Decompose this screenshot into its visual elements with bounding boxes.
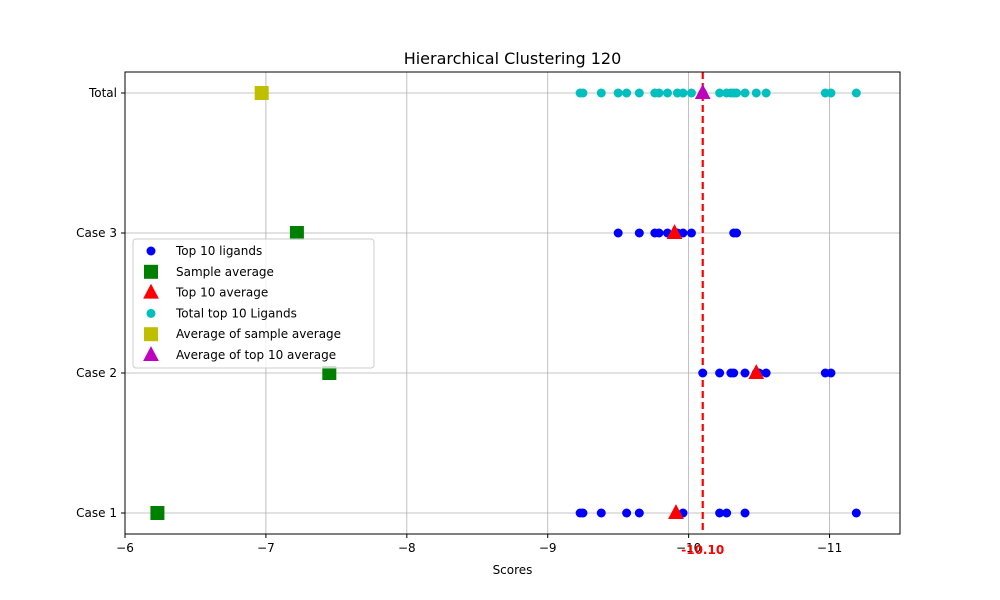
average-square-marker bbox=[322, 366, 337, 380]
data-point bbox=[596, 88, 606, 98]
x-tick-label: −8 bbox=[398, 541, 416, 555]
series-average-of-top-10-average bbox=[694, 84, 711, 99]
series-average-of-sample-average bbox=[254, 86, 269, 100]
legend-label: Average of sample average bbox=[176, 327, 341, 341]
data-point bbox=[634, 228, 644, 238]
data-point bbox=[740, 508, 750, 518]
data-point bbox=[761, 88, 771, 98]
x-tick-label: −6 bbox=[116, 541, 134, 555]
legend-marker bbox=[146, 308, 156, 318]
legend: Top 10 ligands Sample average Top 10 avera… bbox=[132, 238, 375, 369]
data-point bbox=[732, 88, 742, 98]
legend-box bbox=[132, 238, 375, 369]
data-point bbox=[740, 88, 750, 98]
plot-area-frame bbox=[124, 71, 901, 535]
data-point bbox=[715, 88, 725, 98]
reference-line-label: -10.10 bbox=[681, 543, 724, 557]
x-tick-label: −11 bbox=[817, 541, 842, 555]
legend-marker bbox=[144, 264, 158, 279]
data-point bbox=[729, 368, 739, 378]
legend-label: Total top 10 Ligands bbox=[175, 306, 297, 320]
x-tick-label: −7 bbox=[257, 541, 275, 555]
data-point bbox=[622, 508, 632, 518]
data-point bbox=[722, 508, 732, 518]
legend-marker bbox=[146, 246, 156, 256]
data-point bbox=[740, 368, 750, 378]
data-point bbox=[686, 88, 696, 98]
legend-marker bbox=[143, 346, 159, 361]
series-top-10-average bbox=[666, 224, 765, 519]
average-square-marker bbox=[150, 506, 165, 520]
axes: −6 −7 −8 −9 −10 −11 Case 1 Case 2 Case 3 Total -10… bbox=[76, 86, 842, 557]
average-triangle-marker bbox=[668, 504, 684, 519]
data-point bbox=[826, 88, 836, 98]
series-total-top-10-ligands bbox=[575, 88, 861, 98]
data-point bbox=[654, 228, 664, 238]
data-point bbox=[851, 508, 861, 518]
y-tick-label: Total bbox=[88, 86, 117, 100]
average-triangle-marker bbox=[694, 84, 711, 99]
legend-label: Sample average bbox=[176, 265, 274, 279]
data-point bbox=[678, 228, 688, 238]
data-point bbox=[578, 88, 588, 98]
data-point bbox=[613, 88, 623, 98]
average-triangle-marker bbox=[748, 364, 765, 379]
data-point bbox=[751, 88, 761, 98]
data-point bbox=[578, 508, 588, 518]
data-point bbox=[698, 368, 708, 378]
data-point bbox=[663, 88, 672, 98]
y-tick-label: Case 1 bbox=[76, 506, 117, 520]
legend-marker bbox=[143, 283, 159, 299]
data-point bbox=[715, 368, 725, 378]
legend-label: Top 10 ligands bbox=[175, 244, 262, 258]
y-tick-label: Case 3 bbox=[76, 226, 117, 240]
data-marks bbox=[150, 84, 861, 520]
data-point bbox=[634, 508, 644, 518]
series-top-10-ligands bbox=[575, 228, 861, 518]
series-sample-average bbox=[150, 226, 337, 520]
x-axis-label: Scores bbox=[493, 563, 533, 577]
average-square-marker bbox=[254, 86, 269, 100]
data-point bbox=[654, 88, 664, 98]
x-tick-label: −10 bbox=[676, 541, 701, 555]
data-point bbox=[761, 368, 771, 378]
legend-label: Top 10 average bbox=[175, 286, 268, 300]
data-point bbox=[686, 228, 696, 238]
data-point bbox=[634, 88, 644, 98]
data-point bbox=[596, 508, 606, 518]
data-point bbox=[826, 368, 836, 378]
y-tick-label: Case 2 bbox=[76, 366, 117, 380]
data-point bbox=[851, 88, 861, 98]
data-point bbox=[622, 88, 632, 98]
legend-marker bbox=[144, 327, 158, 342]
legend-label: Average of top 10 average bbox=[176, 348, 336, 362]
chart-title: Hierarchical Clustering 120 bbox=[404, 49, 622, 68]
data-point bbox=[678, 88, 688, 98]
average-square-marker bbox=[289, 226, 304, 240]
average-triangle-marker bbox=[666, 224, 683, 239]
data-point bbox=[732, 228, 742, 238]
data-point bbox=[715, 508, 725, 518]
data-point bbox=[613, 228, 623, 238]
x-tick-label: −9 bbox=[539, 541, 557, 555]
